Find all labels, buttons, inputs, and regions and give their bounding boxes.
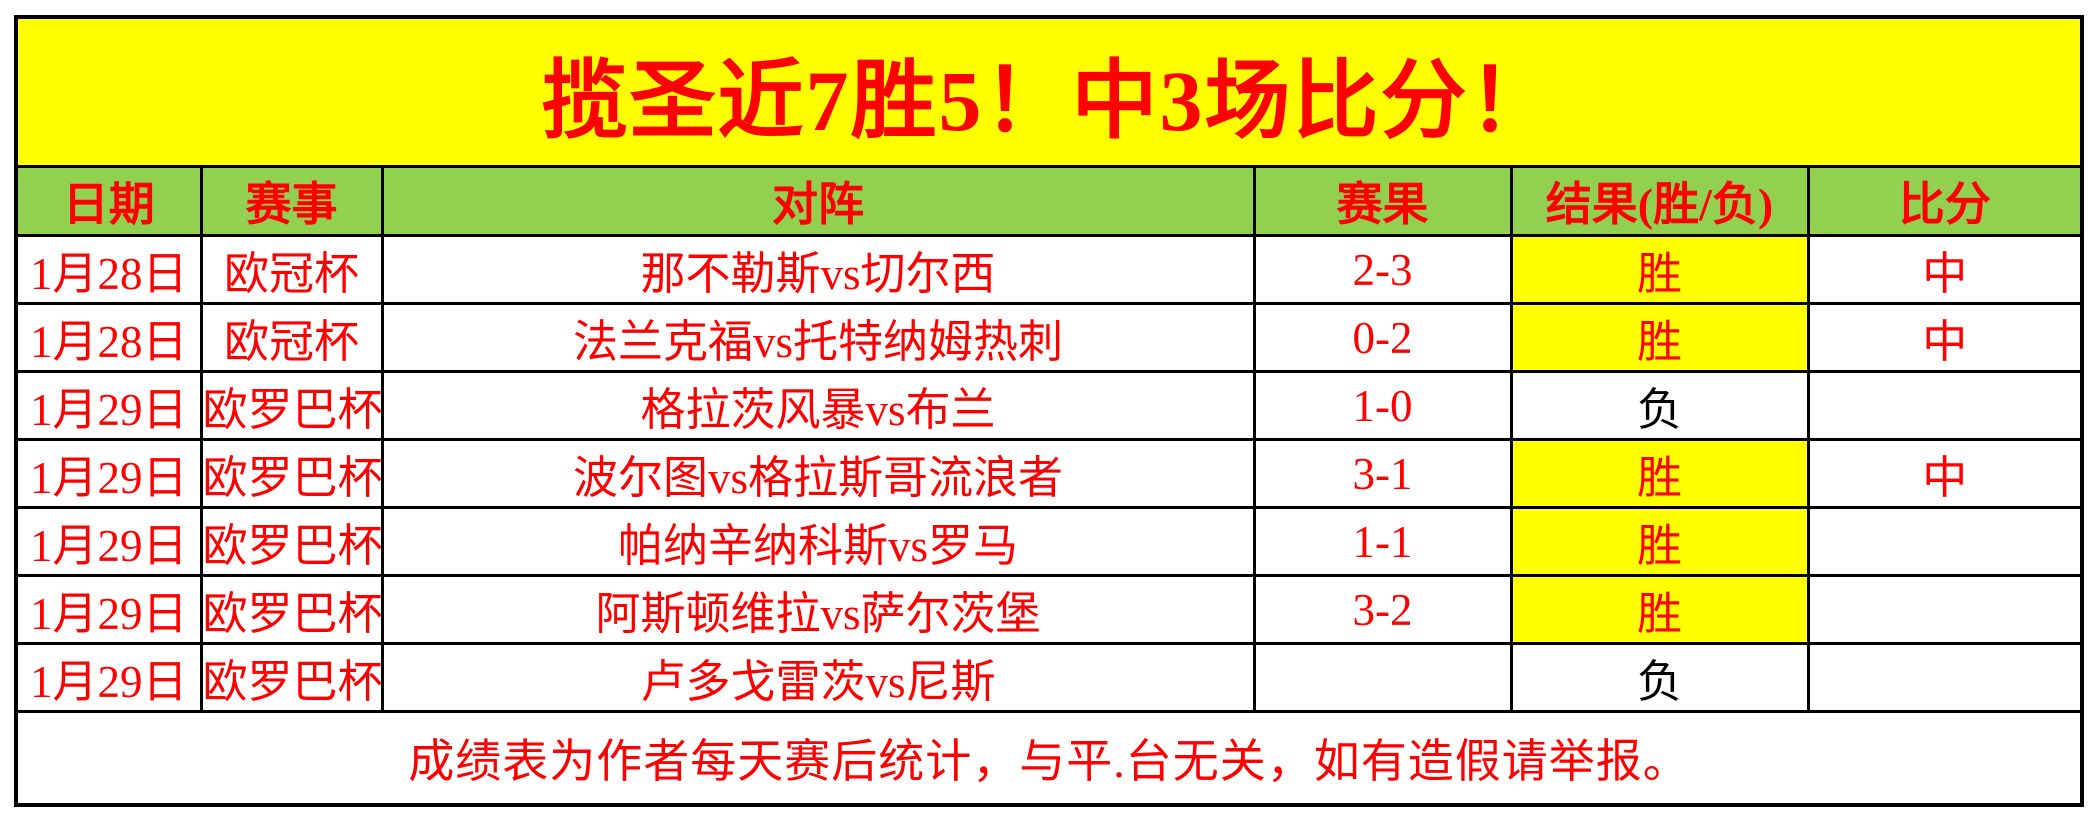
col-header-score: 赛果 (1252, 165, 1513, 237)
cell-matchup: 波尔图vs格拉斯哥流浪者 (380, 438, 1256, 509)
cell-result: 胜 (1509, 574, 1810, 645)
cell-matchup: 卢多戈雷茨vs尼斯 (380, 642, 1256, 713)
cell-hit (1806, 506, 2084, 577)
cell-matchup: 那不勒斯vs切尔西 (380, 234, 1256, 305)
table-row: 1月29日 欧罗巴杯 帕纳辛纳科斯vs罗马 1-1 胜 (14, 506, 2084, 577)
cell-score (1252, 642, 1513, 713)
title-banner-row: 揽圣近7胜5！中3场比分！ (14, 15, 2084, 168)
cell-result: 胜 (1509, 234, 1810, 305)
cell-result: 负 (1509, 370, 1810, 441)
col-header-matchup: 对阵 (380, 165, 1256, 237)
cell-hit (1806, 574, 2084, 645)
cell-score: 3-2 (1252, 574, 1513, 645)
table-row: 1月28日 欧冠杯 那不勒斯vs切尔西 2-3 胜 中 (14, 234, 2084, 305)
cell-result: 胜 (1509, 438, 1810, 509)
cell-score: 1-0 (1252, 370, 1513, 441)
cell-date: 1月28日 (14, 302, 203, 373)
cell-competition: 欧罗巴杯 (199, 506, 384, 577)
cell-result: 负 (1509, 642, 1810, 713)
cell-competition: 欧罗巴杯 (199, 642, 384, 713)
cell-result: 胜 (1509, 302, 1810, 373)
cell-hit: 中 (1806, 438, 2084, 509)
cell-score: 2-3 (1252, 234, 1513, 305)
cell-date: 1月28日 (14, 234, 203, 305)
cell-hit: 中 (1806, 234, 2084, 305)
table-row: 1月28日 欧冠杯 法兰克福vs托特纳姆热刺 0-2 胜 中 (14, 302, 2084, 373)
cell-competition: 欧冠杯 (199, 302, 384, 373)
cell-score: 3-1 (1252, 438, 1513, 509)
header-row: 日期 赛事 对阵 赛果 结果(胜/负) 比分 (14, 165, 2084, 237)
cell-score: 1-1 (1252, 506, 1513, 577)
cell-competition: 欧罗巴杯 (199, 370, 384, 441)
table-row: 1月29日 欧罗巴杯 格拉茨风暴vs布兰 1-0 负 (14, 370, 2084, 441)
cell-hit (1806, 642, 2084, 713)
col-header-result: 结果(胜/负) (1509, 165, 1810, 237)
cell-date: 1月29日 (14, 438, 203, 509)
cell-date: 1月29日 (14, 370, 203, 441)
footer-row: 成绩表为作者每天赛后统计，与平.台无关，如有造假请举报。 (14, 710, 2084, 807)
cell-matchup: 帕纳辛纳科斯vs罗马 (380, 506, 1256, 577)
cell-date: 1月29日 (14, 574, 203, 645)
table-row: 1月29日 欧罗巴杯 阿斯顿维拉vs萨尔茨堡 3-2 胜 (14, 574, 2084, 645)
results-sheet: 揽圣近7胜5！中3场比分！ 日期 赛事 对阵 赛果 结果(胜/负) 比分 1月2… (14, 15, 2085, 807)
table-row: 1月29日 欧罗巴杯 卢多戈雷茨vs尼斯 负 (14, 642, 2084, 713)
cell-competition: 欧罗巴杯 (199, 574, 384, 645)
cell-score: 0-2 (1252, 302, 1513, 373)
page-title: 揽圣近7胜5！中3场比分！ (14, 15, 2084, 168)
col-header-date: 日期 (14, 165, 203, 237)
cell-matchup: 法兰克福vs托特纳姆热刺 (380, 302, 1256, 373)
col-header-hit: 比分 (1806, 165, 2084, 237)
cell-matchup: 阿斯顿维拉vs萨尔茨堡 (380, 574, 1256, 645)
cell-hit: 中 (1806, 302, 2084, 373)
cell-hit (1806, 370, 2084, 441)
results-table: 揽圣近7胜5！中3场比分！ 日期 赛事 对阵 赛果 结果(胜/负) 比分 1月2… (14, 15, 2085, 807)
table-row: 1月29日 欧罗巴杯 波尔图vs格拉斯哥流浪者 3-1 胜 中 (14, 438, 2084, 509)
cell-date: 1月29日 (14, 642, 203, 713)
cell-matchup: 格拉茨风暴vs布兰 (380, 370, 1256, 441)
col-header-competition: 赛事 (199, 165, 384, 237)
cell-result: 胜 (1509, 506, 1810, 577)
cell-competition: 欧罗巴杯 (199, 438, 384, 509)
cell-competition: 欧冠杯 (199, 234, 384, 305)
footer-note: 成绩表为作者每天赛后统计，与平.台无关，如有造假请举报。 (14, 710, 2084, 807)
cell-date: 1月29日 (14, 506, 203, 577)
